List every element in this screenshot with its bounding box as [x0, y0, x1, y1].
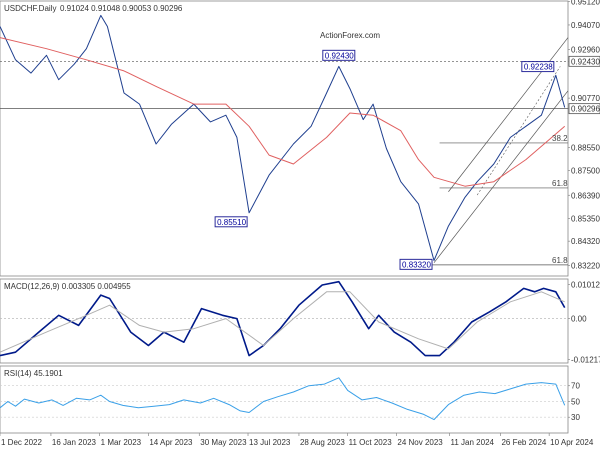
x-tick-label: 11 Oct 2023 [349, 438, 393, 447]
x-tick-label: 11 Jan 2024 [451, 438, 495, 447]
rsi-y-tick-label: 50 [571, 397, 580, 406]
x-tick-label: 16 Jan 2023 [52, 438, 97, 447]
price-y-tick-label: 0.87500 [571, 167, 600, 176]
price-y-tick-label: 0.94070 [571, 21, 600, 30]
price-y-tick-label: 0.84320 [571, 237, 600, 246]
price-annotation-label: 0.92430 [325, 51, 354, 60]
price-y-tick-label: 0.85350 [571, 214, 600, 223]
price-annotation-label: 0.83320 [402, 260, 431, 269]
price-annotation-label: 0.85510 [217, 218, 246, 227]
price-y-tick-label: 0.86390 [571, 191, 600, 200]
x-tick-label: 26 Feb 2024 [501, 438, 546, 447]
price-y-tick-label: 0.92430 [571, 57, 600, 66]
price-y-tick-label: 0.83220 [571, 262, 600, 271]
price-title: USDCHF.Daily [4, 4, 56, 13]
price-series-line [0, 14, 566, 261]
price-fib-label: 61.8 [552, 179, 568, 188]
price-y-tick-label: 0.92960 [571, 46, 600, 55]
price-price-label-box [568, 103, 600, 115]
rsi-y-tick-label: 70 [571, 382, 580, 391]
price-y-tick-label: 0.90296 [571, 105, 600, 114]
x-tick-label: 1 Dec 2022 [1, 438, 42, 447]
price-y-tick-label: 0.95120 [571, 0, 600, 7]
macd-panel-frame [0, 278, 569, 364]
price-annotation-box [521, 61, 555, 73]
price-series-line [0, 37, 566, 187]
price-panel-frame [0, 0, 569, 277]
macd-series-line [0, 280, 566, 357]
rsi-panel-frame [0, 365, 569, 434]
x-tick-label: 10 Apr 2024 [550, 438, 594, 447]
price-fib-label: 38.2 [552, 134, 568, 143]
price-y-tick-label: 0.90770 [571, 94, 600, 103]
x-tick-label: 24 Nov 2023 [397, 438, 443, 447]
channel-dotted-line [476, 66, 561, 196]
price-fib-label: 61.8 [552, 256, 568, 265]
price-ohlc-header: 0.91024 0.91048 0.90053 0.90296 [60, 4, 183, 13]
x-tick-label: 28 Aug 2023 [300, 438, 345, 447]
price-y-tick-label: 0.88550 [571, 143, 600, 152]
price-annotation-box [399, 258, 433, 270]
rsi-y-tick-label: 30 [571, 413, 580, 422]
price-annotation-box [322, 49, 356, 61]
x-tick-label: 14 Apr 2023 [149, 438, 193, 447]
macd-y-tick-label: 0.010126 [571, 281, 600, 290]
macd-y-tick-label: -0.012178 [571, 356, 600, 365]
macd-series-line [0, 291, 565, 353]
macd-y-tick-label: 0.00 [571, 315, 587, 324]
watermark: ActionForex.com [320, 31, 380, 40]
x-tick-label: 30 May 2023 [200, 438, 247, 447]
macd-title: MACD(12,26,9) 0.003305 0.004955 [4, 282, 131, 291]
x-tick-label: 1 Mar 2023 [101, 438, 142, 447]
price-annotation-box [214, 216, 248, 228]
rsi-series-line [0, 377, 566, 421]
x-tick-label: 13 Jul 2023 [249, 438, 291, 447]
price-annotation-label: 0.92238 [524, 63, 553, 72]
price-price-label-box [568, 55, 600, 67]
rsi-title: RSI(14) 45.1901 [4, 369, 63, 378]
